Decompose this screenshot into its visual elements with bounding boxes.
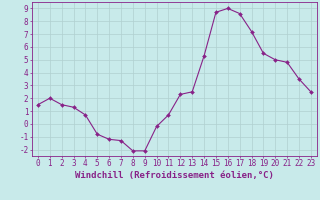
X-axis label: Windchill (Refroidissement éolien,°C): Windchill (Refroidissement éolien,°C) [75,171,274,180]
